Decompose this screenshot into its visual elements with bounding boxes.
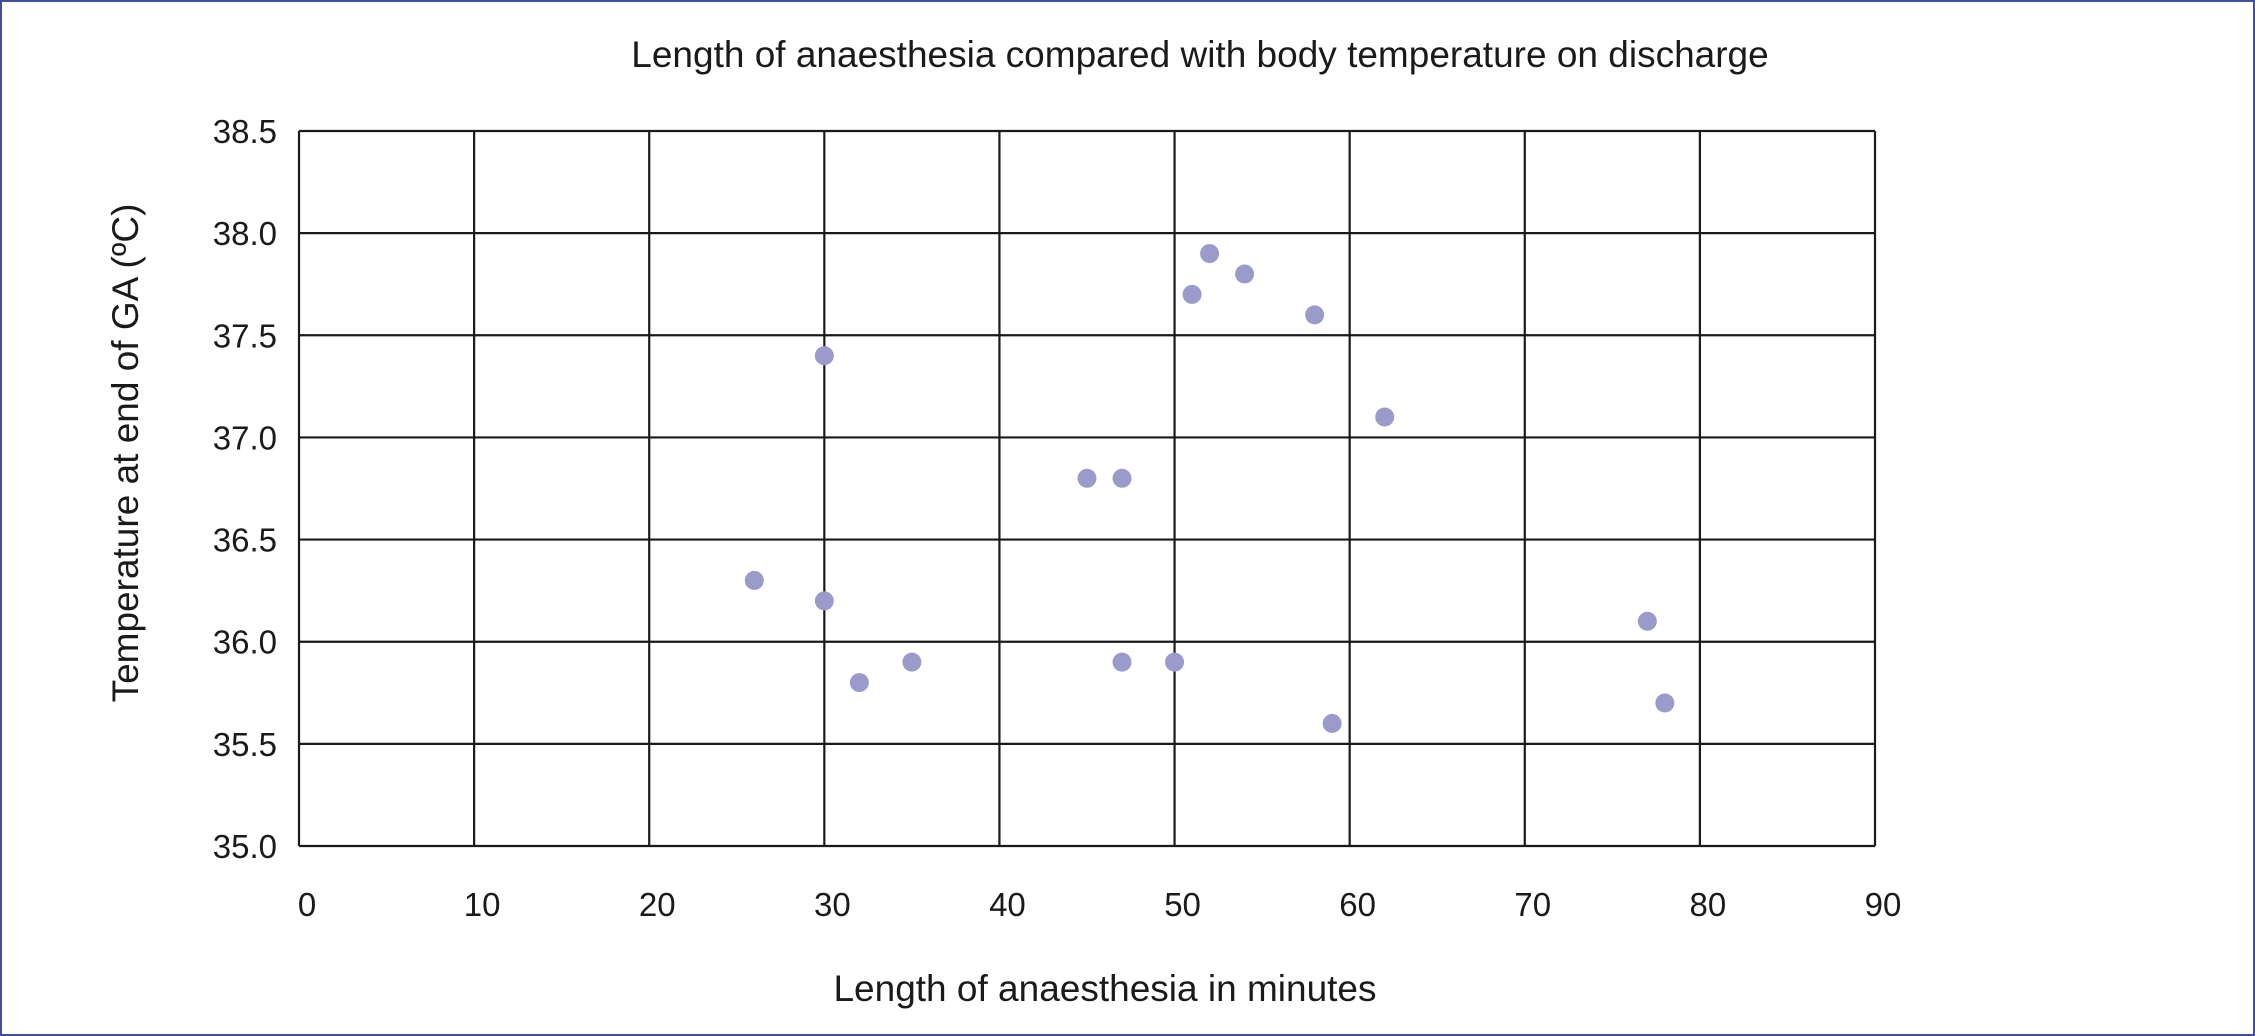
y-tick-label: 37.5 [213,317,277,354]
data-point [1112,468,1132,488]
data-point [849,673,869,693]
data-point [1182,284,1202,304]
chart-title: Length of anaesthesia compared with body… [631,34,1768,75]
data-points [744,244,1675,733]
x-tick-label: 0 [298,886,316,923]
data-point [744,570,764,590]
x-tick-label: 30 [814,886,851,923]
y-tick-label: 38.5 [213,113,277,150]
x-tick-label: 40 [989,886,1026,923]
y-tick-label: 36.0 [213,624,277,661]
data-point [1165,652,1185,672]
data-point [1305,305,1325,325]
x-axis-title: Length of anaesthesia in minutes [833,968,1376,1009]
data-point [814,591,834,611]
x-tick-label: 60 [1339,886,1376,923]
y-tick-label: 35.5 [213,726,277,763]
data-point [1200,244,1220,264]
data-point [1322,713,1342,733]
y-axis-title: Temperature at end of GA (ºC) [105,204,146,703]
y-tick-label: 38.0 [213,215,277,252]
data-point [902,652,922,672]
data-point [1637,611,1657,631]
y-tick-label: 36.5 [213,522,277,559]
data-point [1235,264,1255,284]
y-tick-label: 37.0 [213,419,277,456]
data-point [1077,468,1097,488]
x-tick-label: 70 [1514,886,1551,923]
data-point [1375,407,1395,427]
x-tick-label: 90 [1865,886,1902,923]
x-axis-ticks: 0 10 20 30 40 50 60 70 80 90 [298,886,1902,923]
data-point [1655,693,1675,713]
x-tick-label: 80 [1690,886,1727,923]
x-tick-label: 50 [1164,886,1201,923]
y-axis-ticks: 35.0 35.5 36.0 36.5 37.0 37.5 38.0 38.5 [213,113,277,865]
x-tick-label: 10 [464,886,501,923]
data-point [1112,652,1132,672]
plot-grid [297,129,1877,848]
x-tick-label: 20 [639,886,676,923]
y-tick-label: 35.0 [213,828,277,865]
data-point [814,346,834,366]
